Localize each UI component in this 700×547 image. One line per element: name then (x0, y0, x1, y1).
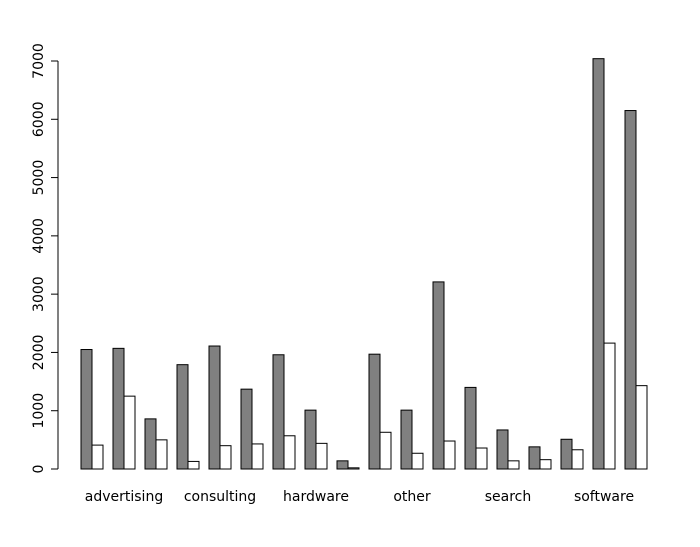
x-category-label: software (574, 489, 634, 505)
bar-group-12-series-1 (432, 281, 445, 470)
bar-group-15-series-1 (528, 446, 541, 470)
bar-group-12-series-2 (443, 440, 456, 470)
bar-group-16-series-1 (560, 438, 573, 470)
bar-group-6-series-1 (240, 388, 253, 470)
bar-group-14-series-2 (507, 460, 520, 470)
y-tick-label: 0 (31, 465, 47, 474)
bar-group-17-series-2 (603, 342, 616, 470)
bar-group-10-series-1 (368, 353, 381, 470)
bar-group-5-series-2 (219, 445, 232, 470)
bar-group-5-series-1 (208, 345, 221, 470)
bar-group-7-series-1 (272, 354, 285, 470)
bar-group-11-series-1 (400, 409, 413, 470)
bar-group-2-series-2 (123, 395, 136, 470)
bars (80, 58, 648, 470)
x-category-label: other (393, 489, 431, 505)
bar-group-14-series-1 (496, 429, 509, 470)
bar-group-8-series-2 (315, 442, 328, 470)
bar-group-8-series-1 (304, 409, 317, 470)
bar-group-13-series-1 (464, 386, 477, 470)
bar-group-18-series-2 (635, 385, 648, 470)
bar-group-3-series-1 (144, 418, 157, 470)
bar-group-1-series-1 (80, 349, 93, 470)
y-tick-label: 7000 (31, 43, 47, 79)
bar-group-13-series-2 (475, 447, 488, 470)
bar-group-11-series-2 (411, 452, 424, 470)
bar-group-16-series-2 (571, 449, 584, 470)
bar-group-1-series-2 (91, 444, 104, 470)
x-category-label: hardware (283, 489, 349, 505)
bar-group-6-series-2 (251, 443, 264, 470)
bar-group-9-series-2 (347, 467, 360, 470)
x-category-label: advertising (85, 489, 163, 505)
y-tick-label: 2000 (31, 335, 47, 371)
bar-group-4-series-2 (187, 460, 200, 470)
bar-group-10-series-2 (379, 431, 392, 470)
y-tick-label: 1000 (31, 393, 47, 429)
bar-group-2-series-1 (112, 347, 125, 470)
x-category-label: search (485, 489, 532, 505)
bar-group-18-series-1 (624, 110, 637, 470)
y-tick-label: 4000 (31, 218, 47, 254)
y-axis: 0 1000 2000 3000 4000 5000 6000 7000 (31, 43, 59, 474)
bar-group-4-series-1 (176, 364, 189, 470)
y-tick-label: 5000 (31, 160, 47, 196)
x-category-label: consulting (184, 489, 256, 505)
bar-group-9-series-1 (336, 460, 349, 470)
bar-group-17-series-1 (592, 58, 605, 470)
bar-group-7-series-2 (283, 435, 296, 470)
y-tick-label: 6000 (31, 101, 47, 137)
bar-group-15-series-2 (539, 459, 552, 470)
y-tick-label: 3000 (31, 276, 47, 312)
bar-group-3-series-2 (155, 439, 168, 470)
x-axis-labels: advertising consulting hardware other search… (85, 489, 634, 505)
